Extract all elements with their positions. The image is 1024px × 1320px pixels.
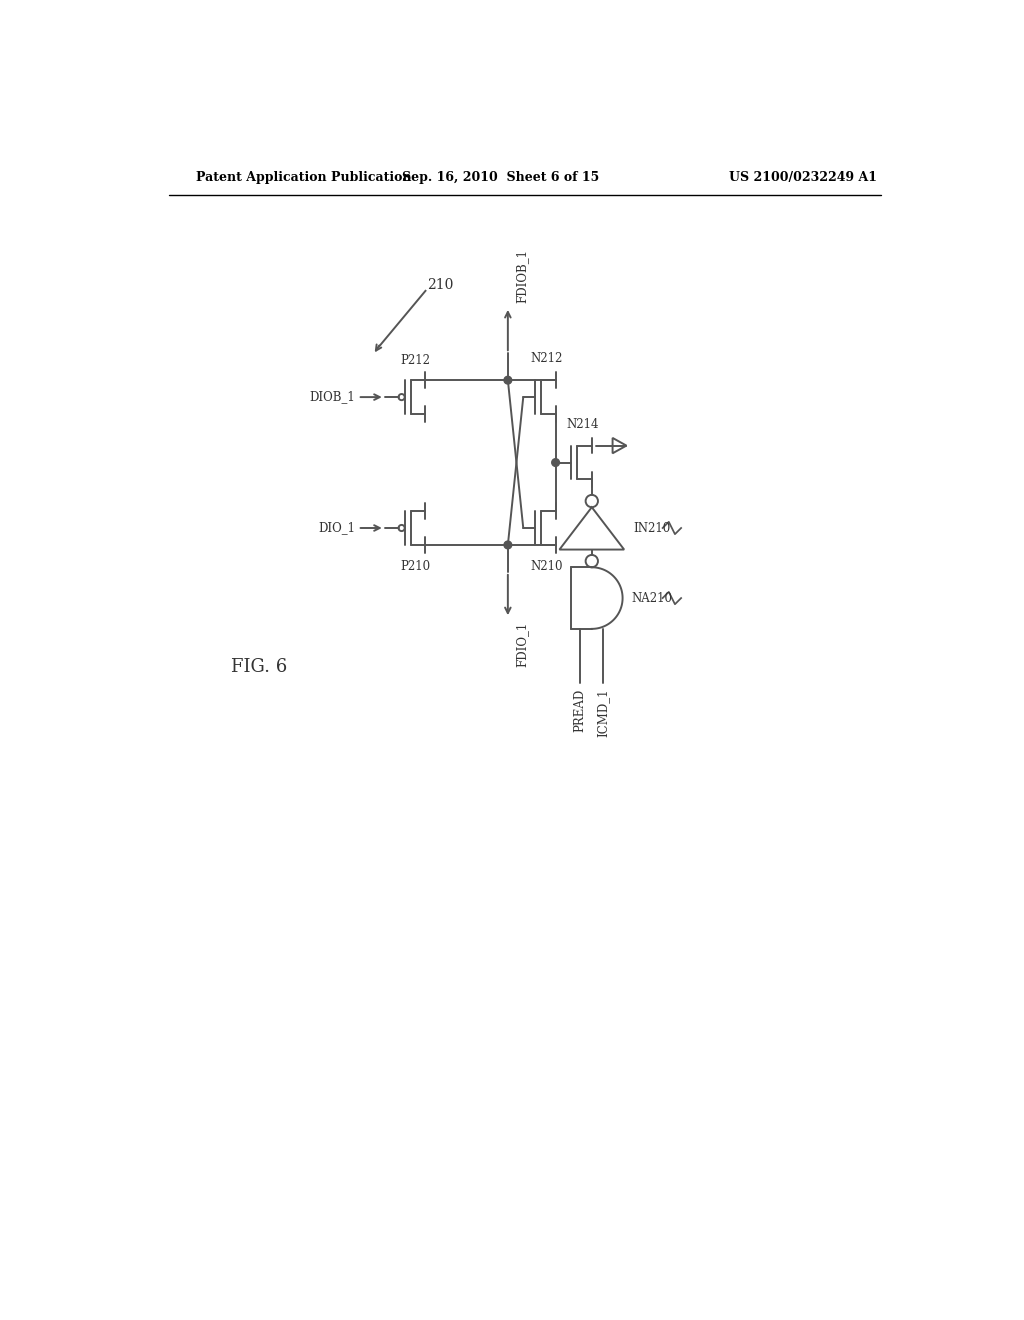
Text: 210: 210: [427, 279, 454, 293]
Circle shape: [552, 459, 559, 466]
Text: FDIOB_1: FDIOB_1: [515, 249, 528, 304]
Text: FDIO_1: FDIO_1: [515, 622, 528, 667]
Text: DIO_1: DIO_1: [318, 521, 355, 535]
Text: N214: N214: [566, 417, 599, 430]
Text: DIOB_1: DIOB_1: [309, 391, 355, 404]
Text: IN210: IN210: [634, 521, 671, 535]
Text: FIG. 6: FIG. 6: [230, 657, 287, 676]
Text: ICMD_1: ICMD_1: [597, 689, 610, 738]
Text: P210: P210: [400, 560, 430, 573]
Text: Sep. 16, 2010  Sheet 6 of 15: Sep. 16, 2010 Sheet 6 of 15: [401, 172, 599, 185]
Text: PREAD: PREAD: [573, 689, 587, 733]
Circle shape: [504, 541, 512, 549]
Text: N212: N212: [530, 352, 562, 366]
Text: Patent Application Publication: Patent Application Publication: [196, 172, 412, 185]
Text: P212: P212: [400, 354, 430, 367]
Text: US 2100/0232249 A1: US 2100/0232249 A1: [729, 172, 878, 185]
Circle shape: [504, 376, 512, 384]
Text: NA210: NA210: [632, 591, 673, 605]
Text: N210: N210: [530, 560, 562, 573]
